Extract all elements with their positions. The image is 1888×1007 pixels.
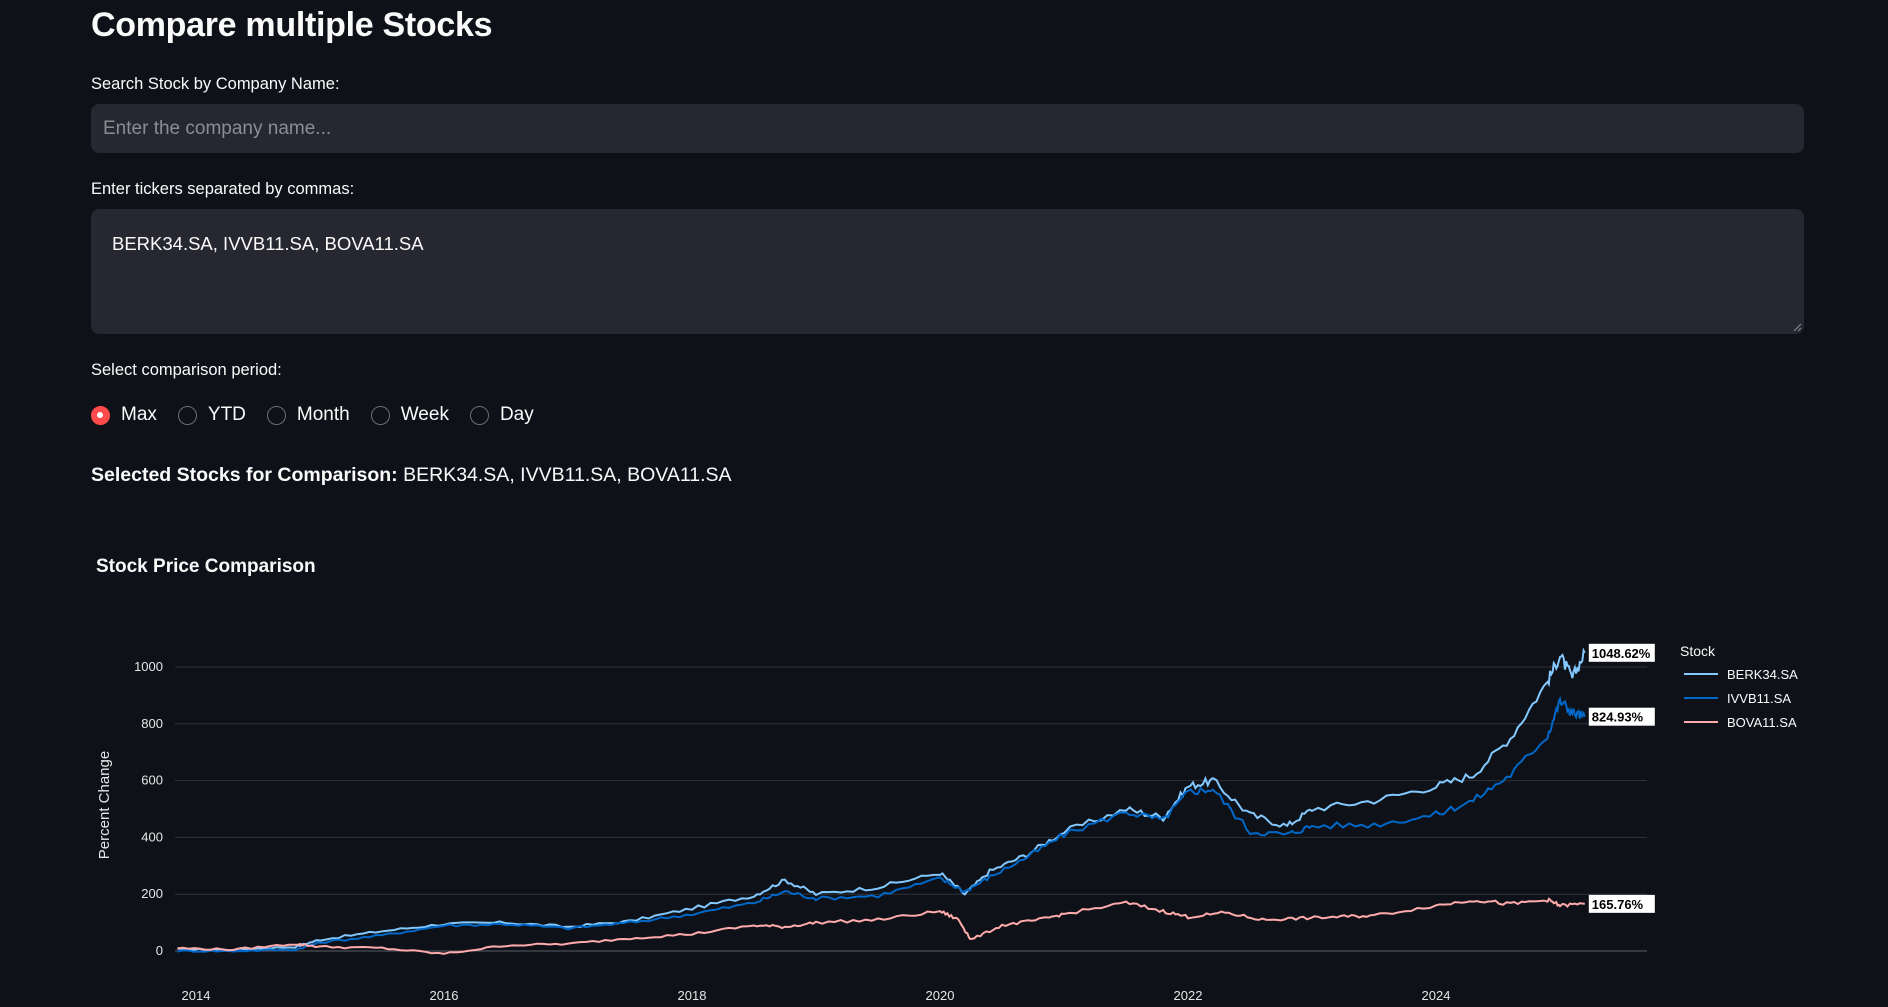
y-tick-label: 200	[141, 886, 163, 901]
radio-option-ytd[interactable]: YTD	[177, 404, 246, 426]
radio-selected-icon[interactable]	[91, 405, 110, 425]
company-search-input[interactable]	[91, 104, 1804, 153]
chart-title: Stock Price Comparison	[96, 556, 316, 577]
selected-stocks-prefix: Selected Stocks for Comparison:	[91, 464, 398, 486]
series-line-berk34-sa	[177, 647, 1586, 952]
page-title: Compare multiple Stocks	[91, 6, 493, 44]
radio-option-week[interactable]: Week	[370, 404, 449, 426]
radio-unselected-icon[interactable]	[370, 405, 390, 425]
legend-item[interactable]: BERK34.SA	[1727, 667, 1798, 682]
radio-unselected-icon[interactable]	[266, 405, 286, 425]
end-label: 824.93%	[1592, 710, 1644, 725]
legend-title: Stock	[1680, 643, 1716, 659]
radio-option-day[interactable]: Day	[469, 404, 534, 426]
y-tick-label: 600	[141, 773, 163, 788]
x-tick-label: 2024	[1422, 988, 1451, 1003]
radio-label: Day	[499, 404, 534, 425]
selected-stocks-value: BERK34.SA, IVVB11.SA, BOVA11.SA	[403, 464, 732, 486]
series-line-ivvb11-sa	[177, 696, 1586, 953]
selected-stocks-summary: Selected Stocks for Comparison: BERK34.S…	[91, 464, 732, 487]
end-label-bg	[1588, 707, 1655, 726]
y-tick-label: 800	[141, 716, 163, 731]
period-label: Select comparison period:	[91, 361, 282, 379]
y-axis-label: Percent Change	[96, 751, 113, 859]
radio-unselected-icon[interactable]	[177, 405, 197, 425]
series-line-bova11-sa	[177, 897, 1585, 955]
tickers-label: Enter tickers separated by commas:	[91, 180, 355, 198]
legend-item[interactable]: BOVA11.SA	[1727, 715, 1797, 730]
radio-label: YTD	[207, 404, 246, 425]
x-tick-label: 2016	[430, 988, 459, 1003]
tickers-textarea[interactable]: BERK34.SA, IVVB11.SA, BOVA11.SA	[91, 209, 1804, 334]
legend-item[interactable]: IVVB11.SA	[1727, 691, 1791, 706]
y-tick-label: 0	[156, 943, 163, 958]
x-tick-label: 2014	[182, 988, 211, 1003]
search-label: Search Stock by Company Name:	[91, 75, 340, 93]
end-label-bg	[1588, 643, 1655, 662]
radio-option-month[interactable]: Month	[266, 404, 350, 426]
period-radio-group: Max YTD Month Week Day	[91, 404, 555, 426]
radio-unselected-icon[interactable]	[469, 405, 489, 425]
x-tick-label: 2018	[678, 988, 707, 1003]
tickers-value: BERK34.SA, IVVB11.SA, BOVA11.SA	[112, 233, 424, 254]
radio-label: Month	[296, 404, 350, 425]
end-label-bg	[1588, 894, 1655, 913]
x-tick-label: 2022	[1174, 988, 1203, 1003]
y-tick-label: 400	[141, 829, 163, 844]
x-tick-label: 2020	[926, 988, 955, 1003]
radio-label: Week	[400, 404, 449, 425]
y-tick-label: 1000	[134, 659, 163, 674]
resize-grip-icon[interactable]	[1792, 322, 1802, 332]
end-label: 1048.62%	[1592, 646, 1651, 661]
radio-option-max[interactable]: Max	[91, 404, 157, 426]
end-label: 165.76%	[1592, 897, 1644, 912]
radio-label: Max	[121, 404, 157, 425]
